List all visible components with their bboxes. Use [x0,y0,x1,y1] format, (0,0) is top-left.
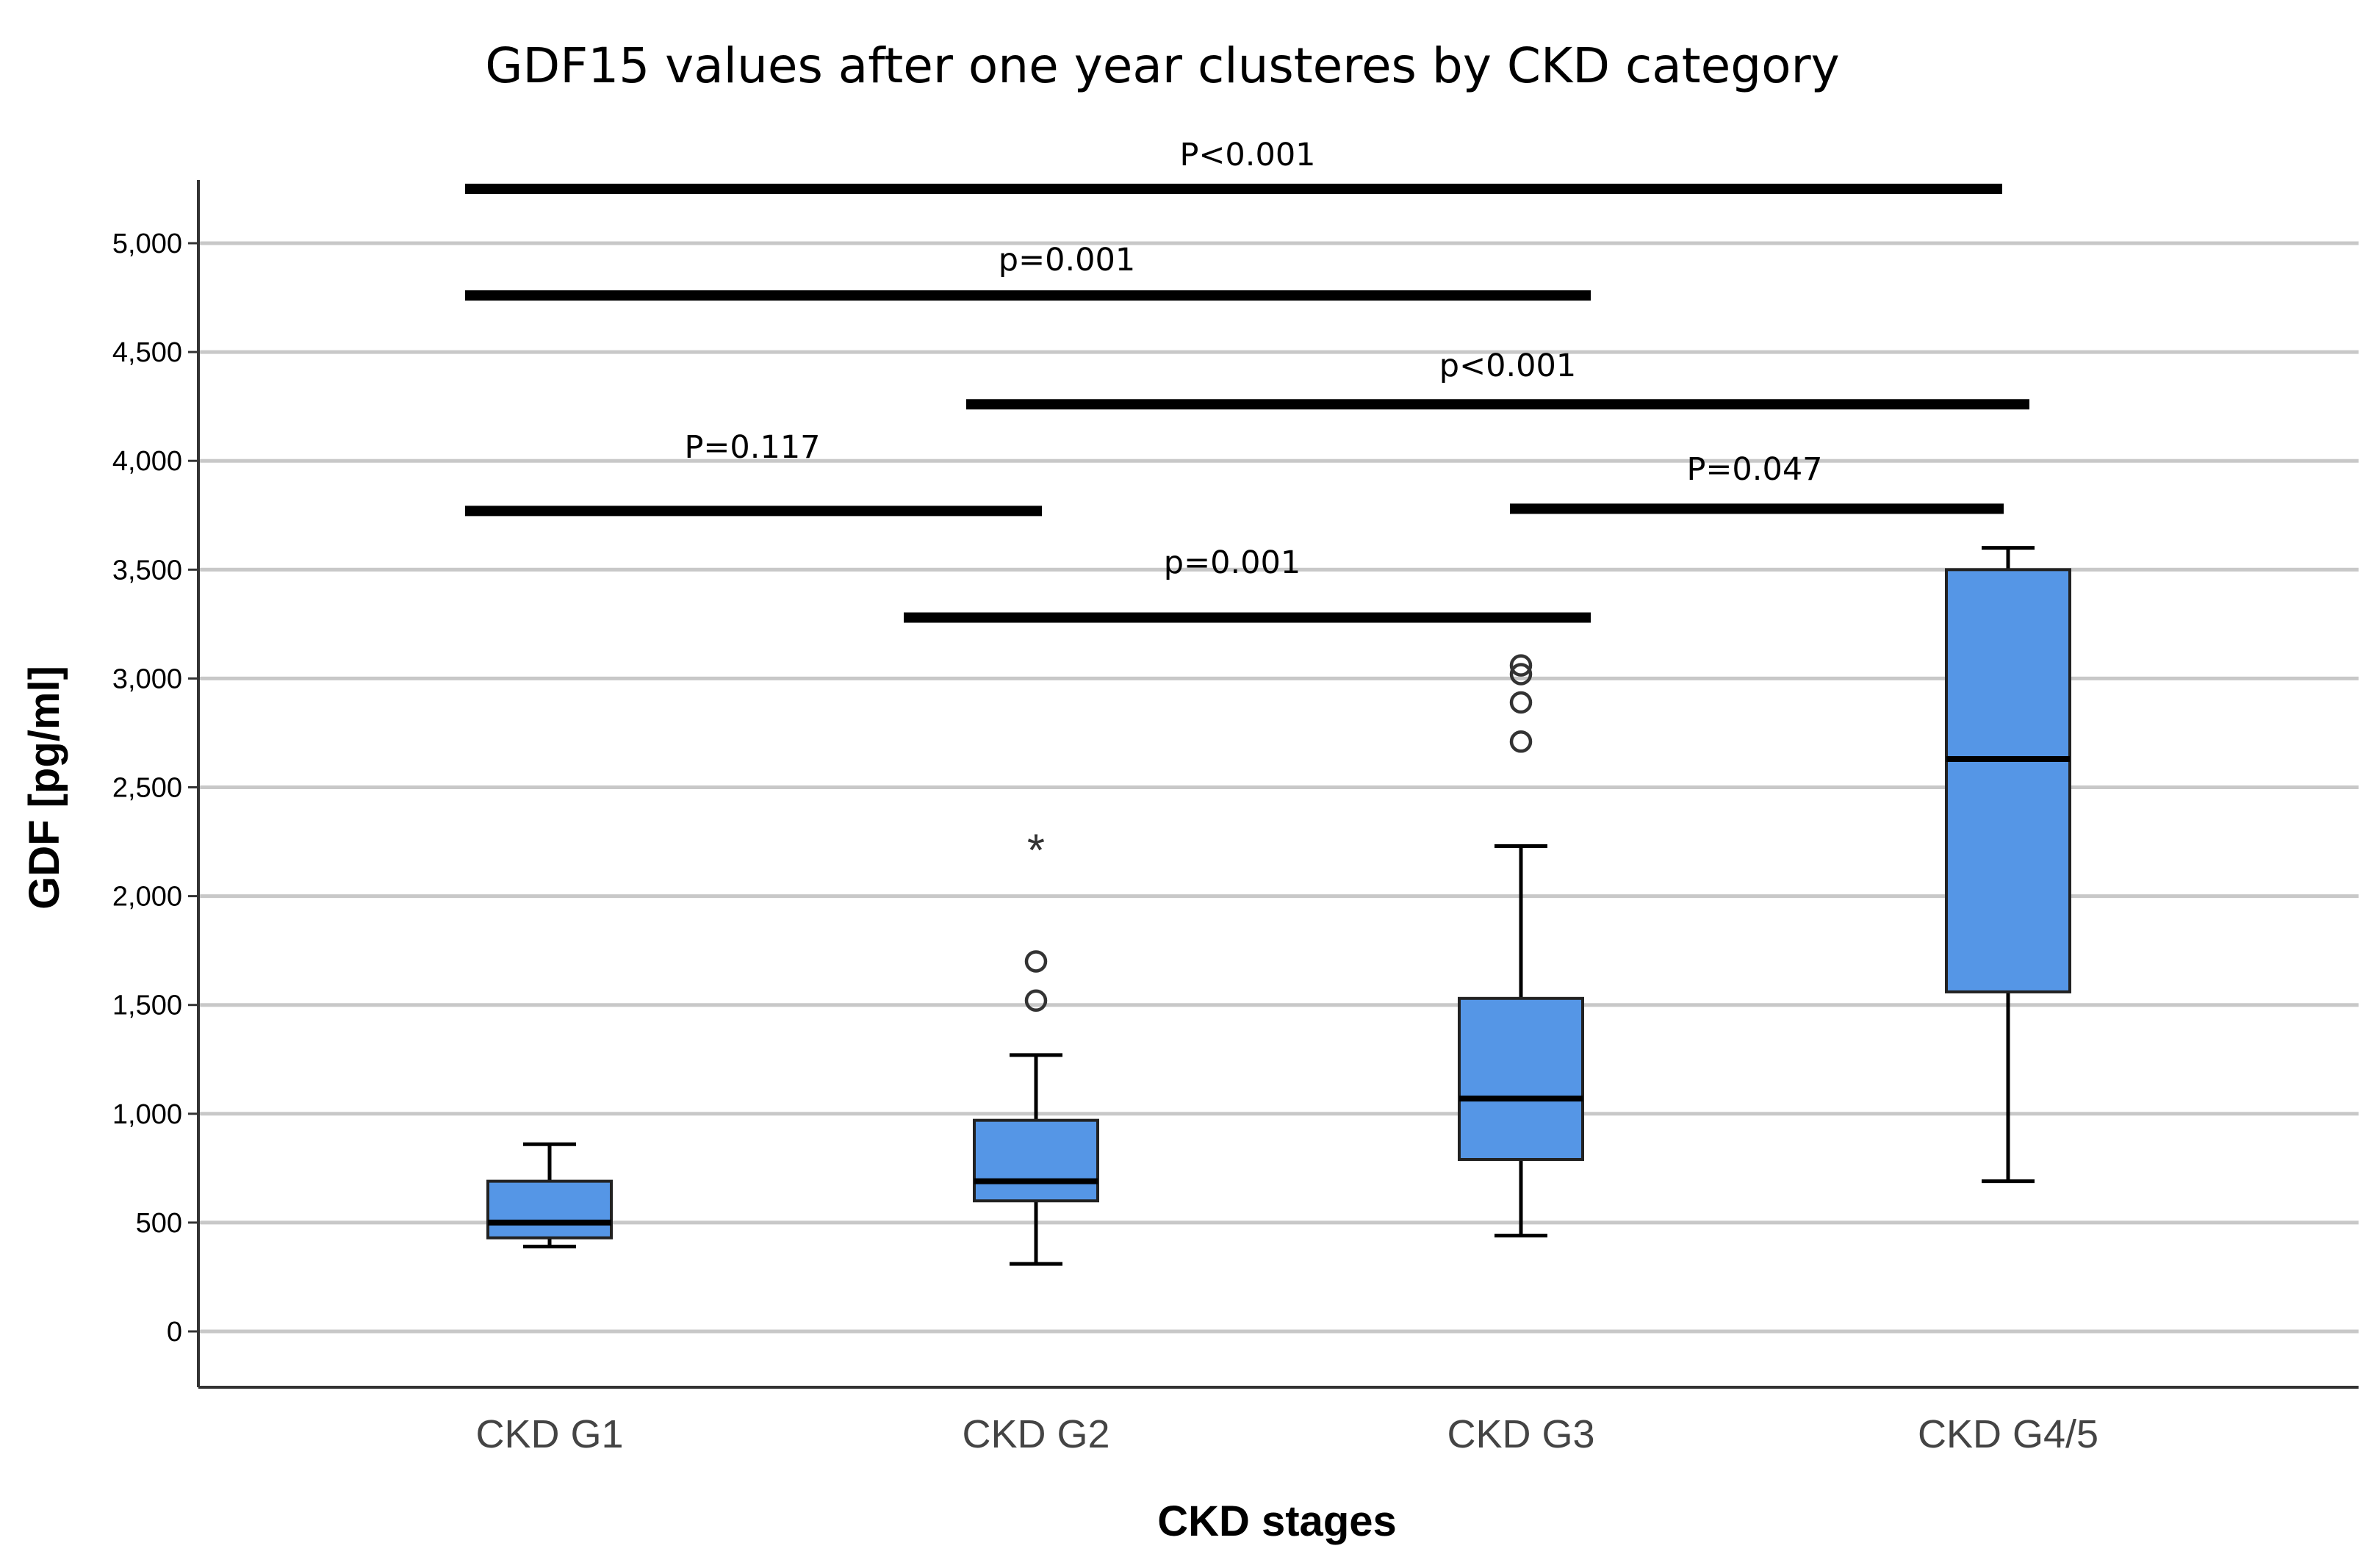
y-tick-label: 3,500 [112,555,182,586]
boxes: * [486,546,2071,1266]
significance-bars: P<0.001 p=0.001 p<0.001 P=0.117 P=0.047 p=0.0… [465,137,2029,623]
significance-annotation: p<0.001 [966,348,2029,410]
p-value-label: P=0.047 [1686,451,1822,488]
box-group: * [973,826,1099,1266]
y-tick-label: 2,000 [112,882,182,913]
y-tick-label: 500 [136,1208,182,1239]
y-tick-label: 2,500 [112,773,182,804]
y-axis-label: GDF [pg/ml] [21,666,68,910]
x-tick-label: CKD G3 [1447,1412,1594,1456]
x-tick-label: CKD G4/5 [1918,1412,2098,1456]
significance-annotation: P=0.117 [465,429,1042,517]
iqr-box [1458,996,1584,1162]
x-tick-labels: CKD G1 CKD G2 CKD G3 CKD G4/5 [475,1412,2098,1456]
p-value-label: p=0.001 [999,242,1135,278]
y-tick-label: 4,500 [112,337,182,368]
extreme-point: * [1027,826,1045,877]
y-tick-label: 1,000 [112,1099,182,1130]
outlier-point [1024,950,1048,973]
y-tick-label: 4,000 [112,446,182,477]
x-tick-label: CKD G2 [962,1412,1109,1456]
p-value-label: P<0.001 [1179,137,1315,173]
axes [197,180,2359,1389]
box-group [1458,654,1584,1238]
x-tick-label: CKD G1 [475,1412,623,1456]
x-axis-label: CKD stages [1157,1497,1397,1545]
outlier-point [1509,730,1533,753]
p-value-label: p=0.001 [1164,544,1301,581]
y-tick-label: 0 [167,1317,182,1348]
y-tick-label: 5,000 [112,229,182,259]
y-tick-label: 3,000 [112,663,182,694]
iqr-box [973,1118,1099,1203]
significance-annotation: P=0.047 [1510,451,2004,514]
outlier-point [1509,691,1533,714]
outlier-point [1024,989,1048,1013]
y-tick-labels: 0 500 1,000 1,500 2,000 2,500 3,000 3,500 4,000 4… [112,229,182,1348]
p-value-label: p<0.001 [1439,348,1576,384]
outlier-point [1509,654,1533,677]
chart-title: GDF15 values after one year clusteres by… [485,37,1839,94]
significance-annotation: P<0.001 [465,137,2002,194]
outlier-point [1509,663,1533,686]
significance-annotation: p=0.001 [904,544,1591,623]
iqr-box [1945,568,2071,993]
iqr-box [486,1179,613,1240]
p-value-label: P=0.117 [684,429,820,466]
y-tick-label: 1,500 [112,990,182,1021]
box-group [1945,546,2071,1184]
box-group [486,1142,613,1248]
significance-annotation: p=0.001 [465,242,1591,301]
